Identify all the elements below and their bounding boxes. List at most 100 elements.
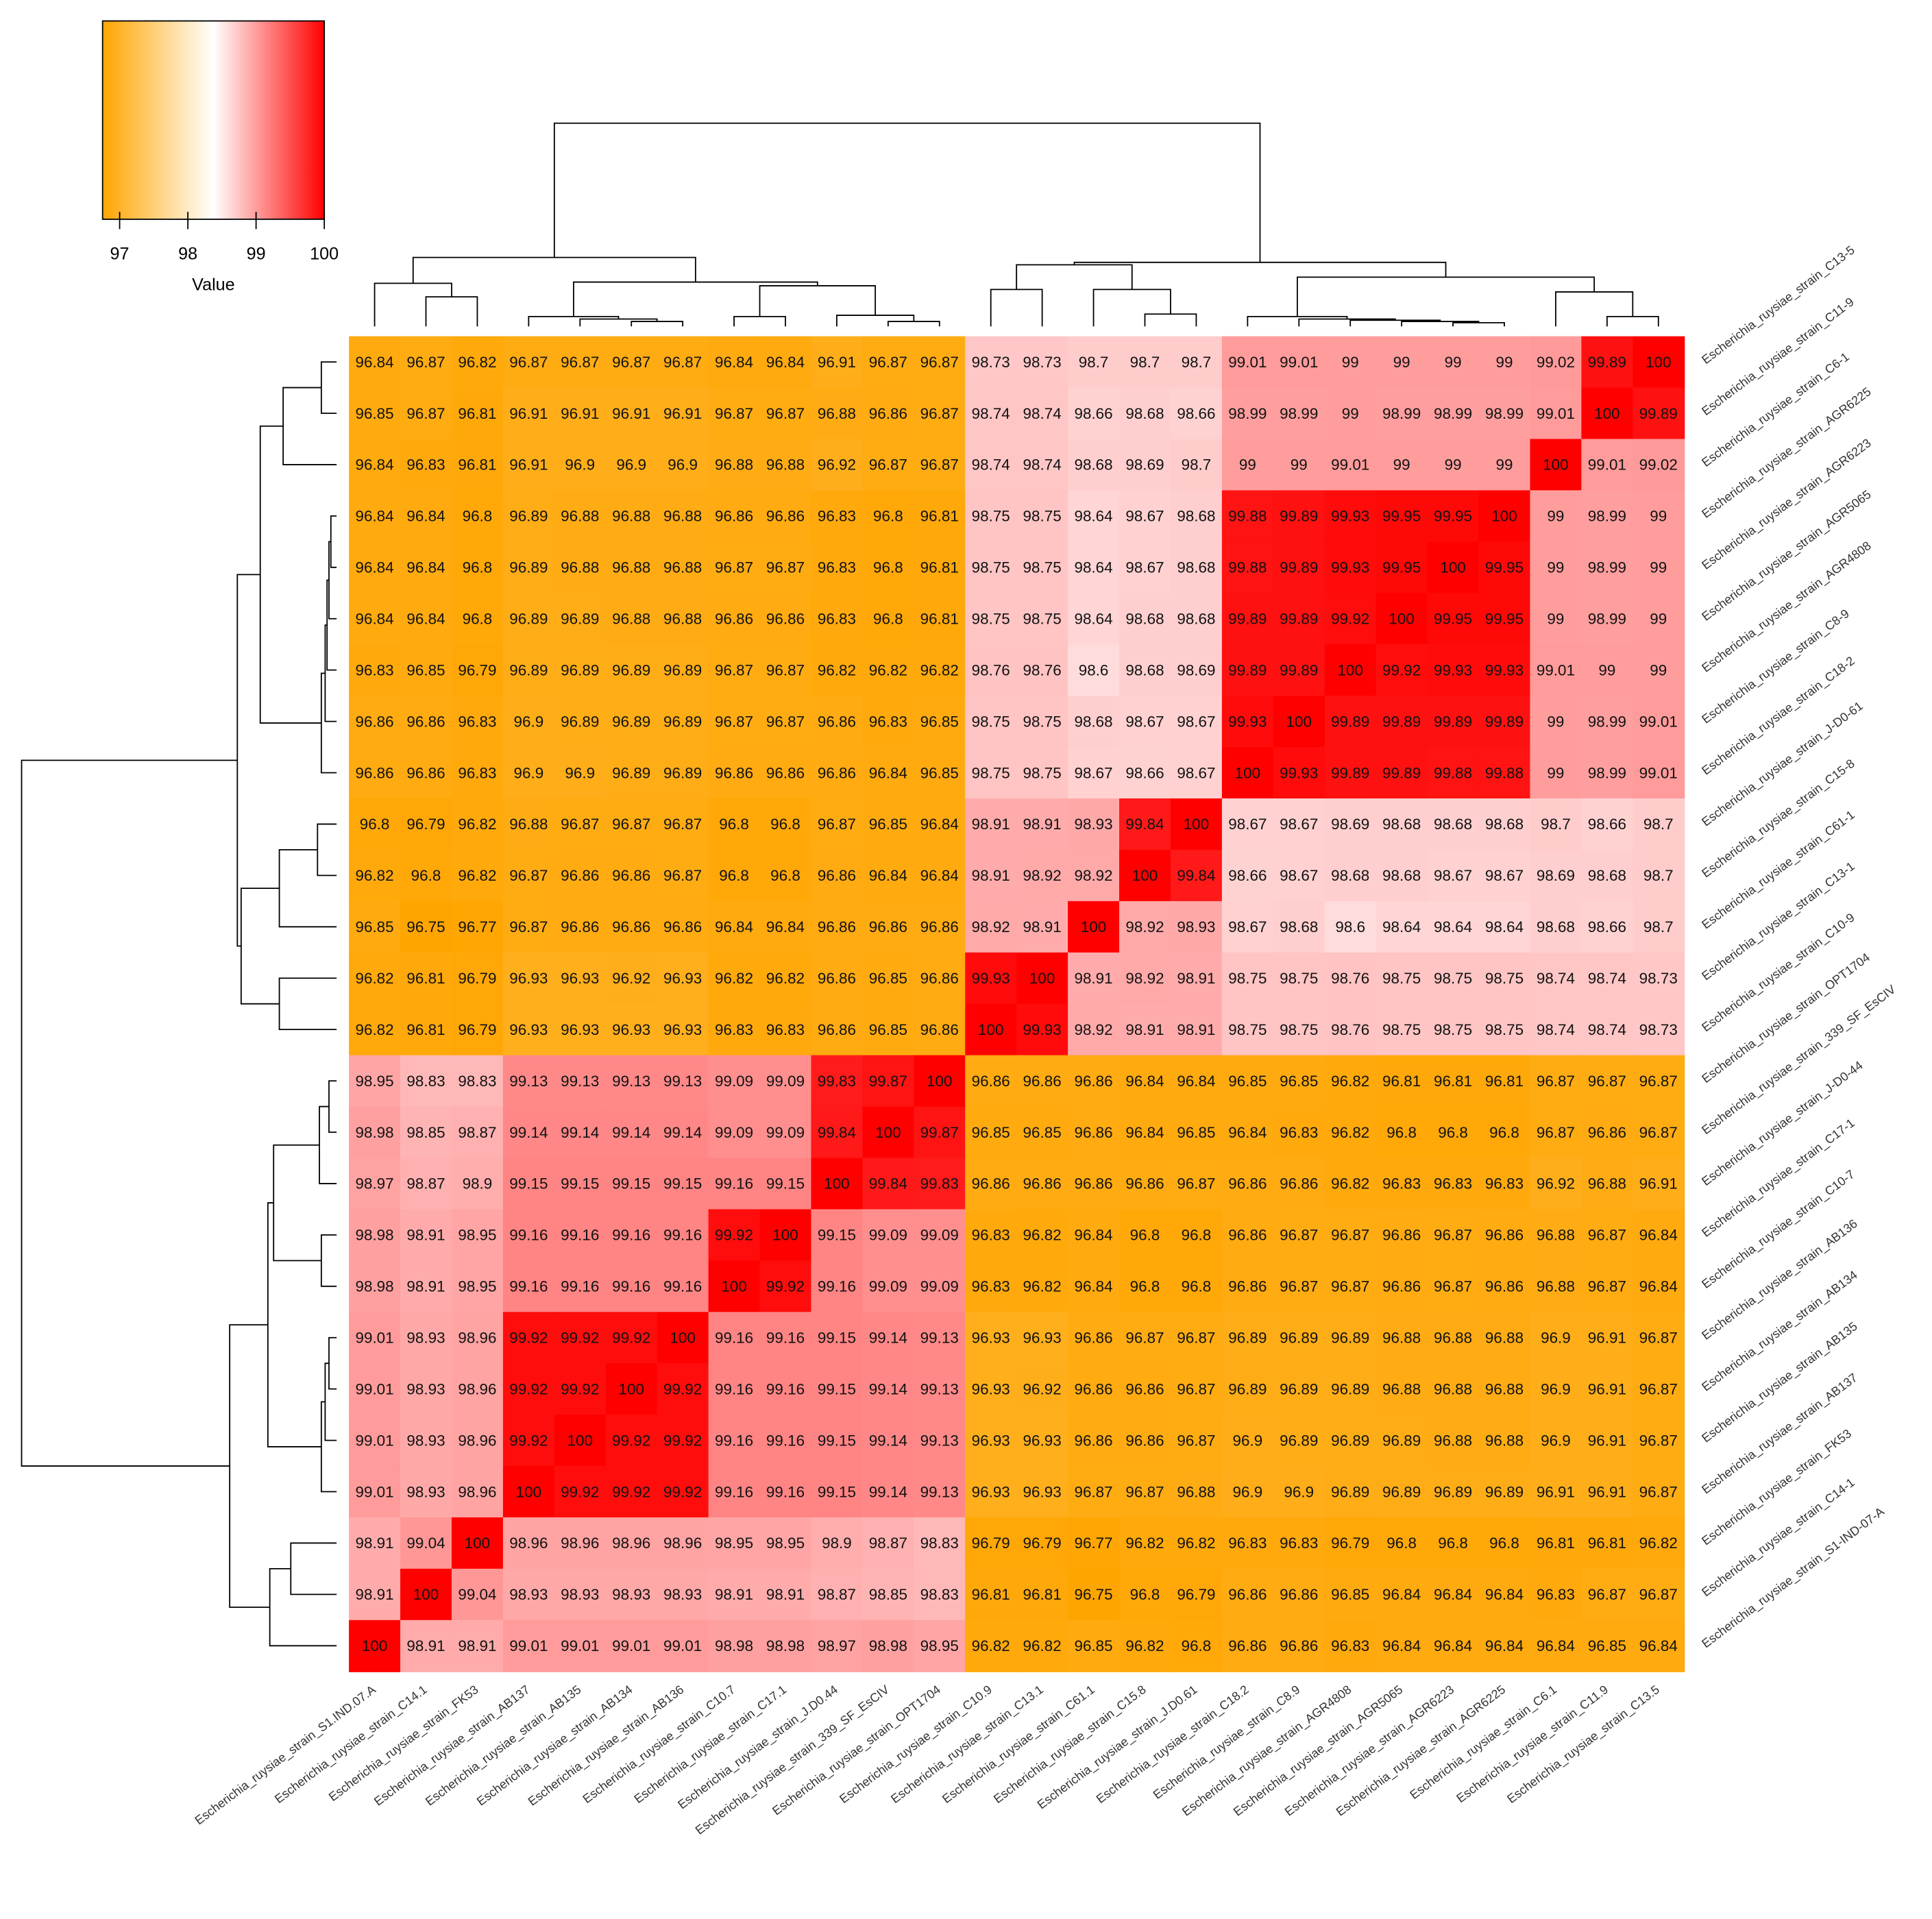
cell-label: 96.82: [458, 816, 496, 833]
cell-label: 99.92: [663, 1483, 702, 1500]
heatmap-cell: [1478, 1312, 1531, 1365]
cell-label: 96.83: [1228, 1535, 1267, 1552]
cell-label: 99.04: [458, 1586, 496, 1603]
heatmap-cell: [1221, 1415, 1274, 1467]
cell-label: 96.82: [1639, 1535, 1678, 1552]
heatmap-cell: [914, 1466, 966, 1519]
cell-label: 96.88: [1485, 1380, 1524, 1397]
cell-label: 96.86: [1228, 1227, 1267, 1244]
cell-label: 100: [1235, 764, 1260, 781]
cell-label: 96.87: [766, 559, 805, 576]
cell-label: 98.74: [1537, 1021, 1575, 1038]
cell-label: 96.86: [766, 508, 805, 525]
heatmap-cell: [1581, 490, 1634, 543]
cell-label: 96.93: [1023, 1483, 1062, 1500]
heatmap-cell: [1221, 798, 1274, 851]
heatmap-cell: [1375, 490, 1428, 543]
heatmap-cell: [759, 387, 812, 440]
heatmap-cell: [657, 336, 709, 389]
heatmap-cell: [1324, 1517, 1377, 1569]
heatmap-cell: [1633, 593, 1685, 646]
cell-label: 96.86: [612, 918, 650, 936]
cell-label: 96.85: [1280, 1073, 1318, 1090]
cell-label: 98.68: [1280, 918, 1318, 936]
cell-label: 96.8: [1130, 1278, 1160, 1295]
heatmap-cell: [451, 439, 504, 491]
cell-label: 99.16: [715, 1329, 753, 1346]
heatmap-cell: [862, 1209, 915, 1262]
heatmap-cell: [1427, 1619, 1480, 1672]
heatmap-cell: [1324, 1209, 1377, 1262]
cell-label: 96.8: [1386, 1124, 1417, 1141]
heatmap-cell: [811, 336, 864, 389]
heatmap-cell: [1375, 593, 1428, 646]
cell-label: 96.87: [1639, 1073, 1678, 1090]
cell-label: 96.84: [1125, 1073, 1164, 1090]
heatmap-cell: [1221, 901, 1274, 953]
heatmap-cell: [502, 747, 555, 800]
cell-label: 100: [721, 1278, 746, 1295]
heatmap-cell: [708, 1260, 761, 1313]
heatmap-cell: [1581, 696, 1634, 748]
cell-label: 96.86: [1074, 1329, 1112, 1346]
heatmap-cell: [1119, 1106, 1172, 1159]
cell-label: 96.87: [869, 456, 907, 474]
heatmap-cell: [708, 644, 761, 697]
heatmap-cell: [1478, 387, 1531, 440]
cell-label: 96.8: [1438, 1124, 1468, 1141]
heatmap-cell: [400, 1363, 453, 1416]
heatmap-cell: [965, 849, 1018, 902]
cell-label: 99.14: [869, 1432, 907, 1449]
heatmap-cell: [759, 1106, 812, 1159]
heatmap-cell: [914, 1055, 966, 1108]
heatmap-cell: [1375, 1363, 1428, 1416]
heatmap-cell: [1068, 541, 1121, 594]
heatmap-cell: [914, 747, 966, 800]
heatmap-cell: [1273, 901, 1325, 953]
heatmap-cell: [451, 1312, 504, 1365]
heatmap-cell: [451, 387, 504, 440]
heatmap-cell: [1427, 696, 1480, 748]
heatmap-cell: [862, 747, 915, 800]
cell-label: 98.87: [458, 1124, 496, 1141]
cell-label: 98.75: [1434, 970, 1472, 987]
heatmap-cell: [1478, 696, 1531, 748]
cell-label: 96.83: [458, 713, 496, 730]
heatmap-cell: [914, 490, 966, 543]
heatmap-cell: [1273, 541, 1325, 594]
cell-label: 98.91: [406, 1278, 445, 1295]
cell-label: 100: [465, 1535, 490, 1552]
heatmap-cell: [1324, 901, 1377, 953]
heatmap-cell: [914, 798, 966, 851]
heatmap-cell: [1478, 1415, 1531, 1467]
heatmap-cell: [1633, 901, 1685, 953]
cell-label: 96.87: [612, 354, 650, 371]
heatmap-cell: [862, 1106, 915, 1159]
cell-label: 100: [1389, 610, 1414, 627]
heatmap-cell: [1068, 1158, 1121, 1210]
heatmap-cell: [1633, 387, 1685, 440]
cell-label: 96.86: [1074, 1380, 1112, 1397]
cell-label: 96.89: [1228, 1380, 1267, 1397]
cell-label: 99.09: [715, 1124, 753, 1141]
cell-label: 98.95: [458, 1278, 496, 1295]
heatmap-cell: [605, 387, 658, 440]
cell-label: 96.85: [1228, 1073, 1267, 1090]
cell-label: 96.87: [766, 713, 805, 730]
heatmap-cell: [451, 1003, 504, 1056]
heatmap-cell: [605, 747, 658, 800]
heatmap-cell: [1068, 1260, 1121, 1313]
cell-label: 98.68: [1125, 610, 1164, 627]
cell-label: 96.83: [1537, 1586, 1575, 1603]
cell-label: 96.87: [1331, 1227, 1369, 1244]
heatmap-cell: [1324, 644, 1377, 697]
cell-label: 96.89: [1485, 1483, 1524, 1500]
heatmap-cell: [1633, 849, 1685, 902]
cell-label: 96.83: [1485, 1175, 1524, 1193]
cell-label: 96.93: [663, 1021, 702, 1038]
heatmap-cell: [400, 593, 453, 646]
cell-label: 98.99: [1588, 610, 1626, 627]
cell-label: 96.8: [719, 867, 749, 884]
cell-label: 96.87: [561, 354, 599, 371]
cell-label: 99: [1342, 354, 1359, 371]
